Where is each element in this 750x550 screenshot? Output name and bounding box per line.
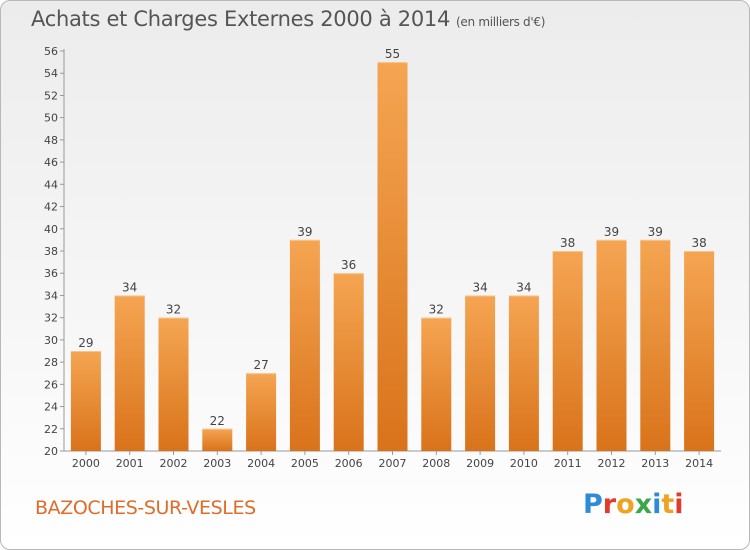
x-tick-label: 2014	[685, 457, 713, 470]
bar-value-label: 38	[560, 236, 575, 250]
y-tick-label: 46	[44, 156, 58, 169]
y-tick-label: 22	[44, 423, 58, 436]
y-tick-label: 24	[44, 401, 58, 414]
y-tick-label: 32	[44, 312, 58, 325]
chart-title: Achats et Charges Externes 2000 à 2014	[31, 7, 451, 31]
bar-value-label: 34	[472, 280, 487, 294]
bar	[70, 351, 101, 451]
y-tick-label: 34	[44, 289, 58, 302]
bar	[596, 239, 627, 451]
y-tick-label: 40	[44, 223, 58, 236]
y-tick-label: 44	[44, 178, 58, 191]
logo-letter: t	[661, 489, 675, 520]
bar-value-label: 32	[166, 303, 181, 317]
proxiti-logo: Proxiti	[583, 489, 684, 520]
x-tick-label: 2010	[510, 457, 538, 470]
bar-value-label: 38	[691, 236, 706, 250]
logo-letter: x	[634, 489, 653, 520]
bar	[684, 251, 715, 451]
logo-letter: o	[616, 489, 635, 520]
y-tick-label: 30	[44, 334, 58, 347]
bar	[377, 62, 408, 451]
bar-value-label: 55	[385, 47, 400, 61]
x-tick-label: 2004	[247, 457, 275, 470]
logo-letter: i	[652, 489, 662, 520]
logo-letter: P	[583, 489, 603, 520]
commune-name: BAZOCHES-SUR-VESLES	[35, 497, 256, 519]
bar-value-label: 27	[253, 358, 268, 372]
x-tick-label: 2006	[335, 457, 363, 470]
bar-value-label: 39	[297, 225, 312, 239]
bar	[552, 251, 583, 451]
bar-value-label: 22	[210, 414, 225, 428]
y-tick-label: 38	[44, 245, 58, 258]
x-tick-label: 2011	[554, 457, 582, 470]
bar	[114, 295, 145, 451]
y-tick-label: 28	[44, 356, 58, 369]
bar	[421, 317, 452, 451]
chart-title-block: Achats et Charges Externes 2000 à 2014 (e…	[31, 7, 545, 31]
x-tick-label: 2008	[422, 457, 450, 470]
y-axis: 20 22 24 26 28 30 32 34 36 38 40 42 44 46 48 50 52 54 56	[44, 45, 721, 458]
chart-unit: (en milliers d'€)	[456, 15, 546, 29]
x-tick-label: 2007	[379, 457, 407, 470]
logo-letter: i	[674, 489, 684, 520]
bar-value-label: 29	[78, 336, 93, 350]
y-tick-label: 42	[44, 201, 58, 214]
bar-value-label: 34	[122, 280, 137, 294]
x-tick-label: 2009	[466, 457, 494, 470]
bar	[640, 239, 671, 451]
bar	[333, 273, 364, 451]
x-axis: 2000 2001 2002 2003 2004 2005 2006 2007 2008 2009…	[72, 451, 713, 470]
x-tick-label: 2002	[160, 457, 188, 470]
bar	[465, 295, 496, 451]
bar-value-label: 32	[429, 303, 444, 317]
x-tick-label: 2005	[291, 457, 319, 470]
bar-value-label: 39	[648, 225, 663, 239]
y-tick-label: 50	[44, 112, 58, 125]
x-tick-label: 2000	[72, 457, 100, 470]
bar	[246, 373, 277, 451]
bar	[508, 295, 539, 451]
bars: 29 34 32 22 27 39 36 55 32 34 34 38 39 39 38	[70, 47, 715, 451]
bar	[202, 428, 233, 451]
bar	[158, 317, 189, 451]
y-tick-label: 20	[44, 445, 58, 458]
bar-value-label: 39	[604, 225, 619, 239]
y-tick-label: 26	[44, 378, 58, 391]
bar-value-label: 36	[341, 258, 356, 272]
y-tick-label: 36	[44, 267, 58, 280]
logo-letter: r	[602, 489, 617, 520]
x-tick-label: 2001	[116, 457, 144, 470]
x-tick-label: 2012	[598, 457, 626, 470]
x-tick-label: 2003	[203, 457, 231, 470]
y-tick-label: 56	[44, 45, 58, 58]
bar	[289, 239, 320, 451]
x-tick-label: 2013	[641, 457, 669, 470]
y-tick-label: 52	[44, 89, 58, 102]
y-tick-label: 48	[44, 134, 58, 147]
y-tick-label: 54	[44, 67, 58, 80]
bar-value-label: 34	[516, 280, 531, 294]
